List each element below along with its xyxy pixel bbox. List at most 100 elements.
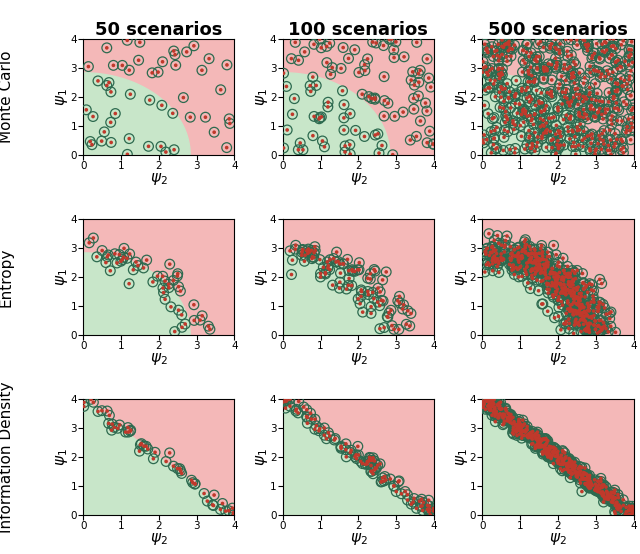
Point <box>596 326 607 335</box>
Point <box>307 414 317 423</box>
Point <box>558 460 568 469</box>
Point <box>500 236 511 245</box>
Point <box>551 64 561 73</box>
Point <box>554 262 564 271</box>
Point <box>168 109 178 118</box>
Point <box>577 312 588 321</box>
Point <box>570 306 580 315</box>
Y-axis label: $\psi_1$: $\psi_1$ <box>254 88 270 106</box>
Point <box>321 434 332 443</box>
Point <box>406 76 416 85</box>
Point <box>485 404 495 413</box>
Point <box>356 287 367 296</box>
Point <box>123 428 133 437</box>
Point <box>531 86 541 95</box>
Point <box>604 88 614 97</box>
Point <box>593 306 603 315</box>
Point <box>618 495 628 504</box>
Point <box>589 321 600 330</box>
Point <box>143 142 154 151</box>
Point <box>595 488 605 496</box>
Point <box>551 448 561 457</box>
Point <box>387 34 397 43</box>
Point <box>606 490 616 499</box>
Point <box>535 434 545 443</box>
Point <box>508 260 518 269</box>
Point <box>497 68 507 77</box>
Point <box>500 404 511 413</box>
Point <box>489 113 499 122</box>
Point <box>518 107 528 116</box>
Point <box>591 486 601 495</box>
Point <box>608 42 618 50</box>
Point <box>597 483 607 491</box>
Point <box>564 454 574 463</box>
Point <box>486 127 496 136</box>
Point <box>564 319 575 328</box>
Point <box>529 77 539 86</box>
Point <box>309 248 319 257</box>
Point <box>506 418 516 427</box>
Point <box>109 249 120 258</box>
Point <box>567 71 577 80</box>
Point <box>354 68 364 77</box>
Point <box>349 267 360 276</box>
Point <box>627 510 637 519</box>
Point <box>531 55 541 64</box>
Point <box>520 242 531 250</box>
Point <box>562 465 572 474</box>
Point <box>554 49 564 58</box>
Point <box>540 105 550 114</box>
Point <box>530 432 540 440</box>
Point <box>603 146 613 155</box>
Point <box>525 98 535 106</box>
Point <box>158 284 168 293</box>
Point <box>581 480 591 489</box>
Point <box>533 286 543 295</box>
Point <box>568 276 579 285</box>
Point <box>544 442 554 451</box>
Point <box>487 259 497 268</box>
Point <box>504 409 514 418</box>
Point <box>534 442 545 451</box>
Point <box>582 43 592 52</box>
Point <box>485 405 495 414</box>
Point <box>493 259 504 268</box>
Point <box>532 439 543 448</box>
Point <box>602 490 612 499</box>
Point <box>549 443 559 452</box>
Point <box>492 407 502 416</box>
Point <box>384 309 394 317</box>
Point <box>560 284 570 293</box>
Point <box>589 65 599 74</box>
Point <box>305 248 315 257</box>
Point <box>605 146 615 155</box>
Point <box>567 464 577 473</box>
Point <box>504 409 514 418</box>
Point <box>590 316 600 325</box>
Point <box>597 490 607 499</box>
Point <box>554 80 564 89</box>
Point <box>525 254 535 263</box>
Point <box>532 253 542 261</box>
Point <box>516 110 527 119</box>
Point <box>605 493 616 501</box>
Point <box>563 285 573 294</box>
Point <box>566 98 577 106</box>
Point <box>492 123 502 132</box>
Point <box>527 430 538 439</box>
Point <box>551 272 561 281</box>
Point <box>490 126 500 135</box>
Point <box>586 479 596 488</box>
Point <box>575 475 585 484</box>
Point <box>568 266 578 275</box>
Point <box>368 453 378 462</box>
Point <box>351 126 361 135</box>
Point <box>600 105 611 114</box>
Point <box>490 409 500 418</box>
Point <box>516 424 526 433</box>
Point <box>362 459 372 468</box>
Point <box>515 430 525 439</box>
Point <box>550 269 560 278</box>
Point <box>625 510 635 519</box>
